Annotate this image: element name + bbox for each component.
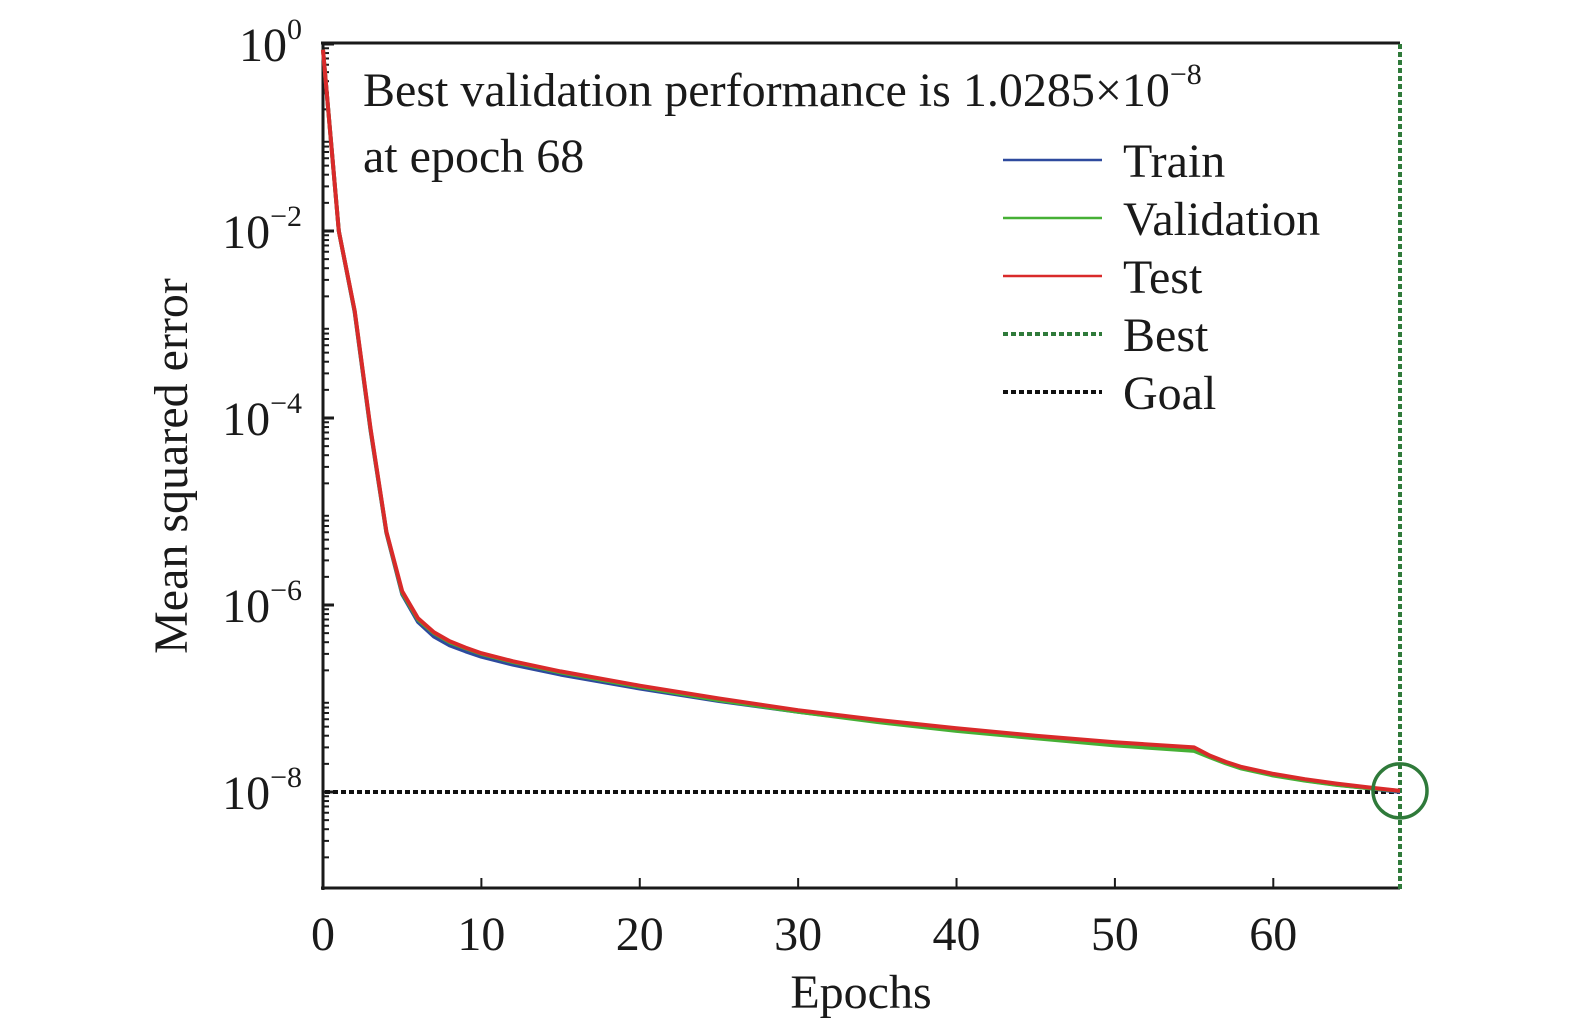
- legend-item-best: Best: [1003, 309, 1209, 362]
- x-axis-title: Epochs: [790, 966, 931, 1019]
- best-marker-group: [1371, 762, 1429, 820]
- legend-label: Train: [1123, 135, 1225, 188]
- y-tick-label: 10−6: [222, 574, 302, 633]
- x-tick-label: 60: [1249, 908, 1297, 961]
- best-point-marker: [1371, 762, 1429, 820]
- series-line-test: [321, 49, 1401, 793]
- y-axis-title: Mean squared error: [145, 278, 198, 654]
- legend-item-test: Test: [1003, 251, 1203, 304]
- y-tick-label-exponent: −4: [270, 387, 302, 420]
- x-tick-label: 30: [774, 908, 822, 961]
- y-tick-label: 100: [239, 13, 302, 72]
- legend-item-validation: Validation: [1003, 193, 1320, 246]
- y-tick-label: 10−4: [222, 387, 302, 446]
- legend-label: Best: [1123, 309, 1209, 362]
- legend-item-train: Train: [1003, 135, 1225, 188]
- y-tick-label-exponent: −8: [270, 761, 302, 794]
- annotation-line-1-exponent: −8: [1170, 58, 1202, 91]
- y-tick-label: 10−2: [222, 200, 302, 259]
- x-tick-labels: 0 10 20 30 40 50 60: [311, 908, 1297, 961]
- annotation-line-1: Best validation performance is 1.0285×10…: [363, 58, 1202, 117]
- y-minor-ticks: [323, 47, 329, 859]
- x-tick-label: 10: [457, 908, 505, 961]
- series-group: [321, 49, 1401, 794]
- legend-label: Goal: [1123, 367, 1216, 420]
- annotation-line-1-text: Best validation performance is 1.0285×10: [363, 64, 1170, 117]
- y-tick-label-base: 10: [239, 19, 287, 72]
- y-tick-label-base: 10: [222, 767, 270, 820]
- y-tick-label-base: 10: [222, 580, 270, 633]
- y-tick-label-exponent: 0: [287, 13, 302, 46]
- legend-label: Test: [1123, 251, 1203, 304]
- x-tick-label: 0: [311, 908, 335, 961]
- y-tick-label-exponent: −6: [270, 574, 302, 607]
- x-ticks: [322, 878, 1275, 888]
- x-tick-label: 50: [1091, 908, 1139, 961]
- legend-label: Validation: [1123, 193, 1320, 246]
- annotation-line-2: at epoch 68: [363, 130, 584, 183]
- x-tick-label: 40: [933, 908, 981, 961]
- y-tick-label-exponent: −2: [270, 200, 302, 233]
- y-tick-label: 10−8: [222, 761, 302, 820]
- legend-item-goal: Goal: [1003, 367, 1216, 420]
- y-tick-label-base: 10: [222, 393, 270, 446]
- y-tick-label-base: 10: [222, 206, 270, 259]
- x-tick-label: 20: [616, 908, 664, 961]
